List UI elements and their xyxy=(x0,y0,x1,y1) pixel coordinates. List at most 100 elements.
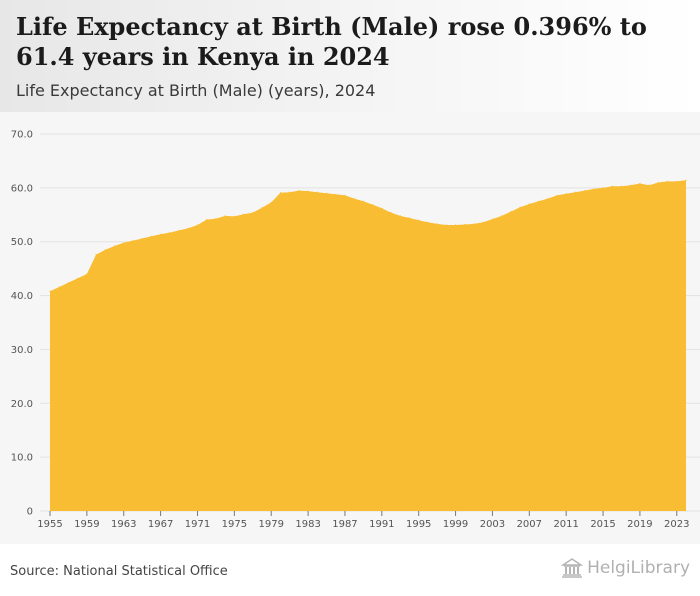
data-point xyxy=(454,224,457,226)
data-point xyxy=(86,273,88,275)
data-point xyxy=(445,224,447,226)
data-point xyxy=(252,212,254,214)
x-tick-label: 2007 xyxy=(517,519,542,530)
data-point xyxy=(565,193,567,195)
data-point xyxy=(325,192,328,194)
data-point xyxy=(261,207,263,209)
data-point xyxy=(547,198,549,200)
data-point xyxy=(372,203,374,206)
data-point xyxy=(344,194,346,196)
data-point xyxy=(77,277,79,279)
x-tick-label: 1971 xyxy=(185,519,210,530)
data-point xyxy=(666,180,669,182)
x-tick-label: 1967 xyxy=(148,519,173,530)
area-series xyxy=(50,180,686,512)
data-point xyxy=(132,240,134,242)
data-point xyxy=(685,179,687,181)
x-tick-label: 1955 xyxy=(37,519,62,530)
data-point xyxy=(362,200,364,202)
chart-subtitle: Life Expectancy at Birth (Male) (years),… xyxy=(16,81,376,100)
x-tick-label: 1959 xyxy=(74,519,99,530)
data-point xyxy=(353,198,355,200)
data-point xyxy=(473,223,475,225)
data-point xyxy=(648,184,650,186)
data-point xyxy=(418,219,420,221)
data-point xyxy=(233,215,235,218)
x-tick-label: 1991 xyxy=(369,519,394,530)
x-axis-ticks: 1955 1959 1963 1967 1971 1975 1979 1983 1987 1991… xyxy=(37,179,690,530)
x-tick-label: 1979 xyxy=(258,519,283,530)
data-point xyxy=(574,191,576,193)
data-point xyxy=(408,217,411,219)
data-point xyxy=(279,192,282,194)
data-point xyxy=(169,231,171,234)
x-tick-label: 1999 xyxy=(443,519,468,530)
y-tick-label: 30.0 xyxy=(11,345,33,356)
data-point xyxy=(49,290,51,292)
y-tick-label: 0 xyxy=(27,507,33,518)
x-tick-label: 1975 xyxy=(222,519,247,530)
data-point xyxy=(224,215,226,217)
logo-text: HelgiLibrary xyxy=(587,558,690,578)
data-point xyxy=(316,191,318,193)
data-point xyxy=(95,254,97,256)
source-note: Source: National Statistical Office xyxy=(10,564,228,579)
data-point xyxy=(620,185,623,187)
data-point xyxy=(178,229,180,232)
data-point xyxy=(289,191,291,193)
data-point xyxy=(501,215,503,217)
data-point xyxy=(67,282,70,284)
data-point xyxy=(381,207,383,209)
data-point xyxy=(298,189,300,192)
data-point xyxy=(593,188,595,190)
x-tick-label: 1963 xyxy=(111,519,136,530)
x-tick-label: 2003 xyxy=(480,519,505,530)
data-point xyxy=(242,213,245,215)
data-point xyxy=(160,233,162,235)
data-point xyxy=(150,235,152,237)
x-tick-label: 1987 xyxy=(332,519,357,530)
area-chart: 010.020.030.040.050.060.070.0 1955 1959 19… xyxy=(11,130,700,530)
x-tick-label: 2011 xyxy=(553,519,578,530)
chart-title: Life Expectancy at Birth (Male) rose 0.3… xyxy=(16,12,647,71)
data-point xyxy=(519,206,521,208)
data-point xyxy=(639,182,641,185)
data-point xyxy=(187,227,189,229)
helgi-library-logo[interactable]: HelgiLibrary xyxy=(561,558,690,578)
data-point xyxy=(206,219,208,221)
data-point xyxy=(307,190,309,192)
data-point xyxy=(528,203,530,205)
x-tick-label: 2015 xyxy=(590,519,615,530)
data-point xyxy=(602,187,604,189)
data-point xyxy=(584,189,586,192)
data-point xyxy=(399,215,401,217)
y-tick-label: 60.0 xyxy=(11,183,33,194)
data-point xyxy=(215,217,217,220)
data-point xyxy=(427,221,429,223)
footer: Source: National Statistical Office Helg… xyxy=(0,544,700,596)
data-point xyxy=(436,223,438,225)
data-point xyxy=(556,194,558,196)
data-point xyxy=(630,184,632,186)
data-point xyxy=(196,224,199,226)
data-point xyxy=(335,193,337,195)
data-point xyxy=(482,221,484,223)
x-tick-label: 1995 xyxy=(406,519,431,530)
data-point xyxy=(510,210,512,213)
data-point xyxy=(537,200,540,202)
data-point xyxy=(141,237,143,240)
header: Life Expectancy at Birth (Male) rose 0.3… xyxy=(0,0,700,112)
x-tick-label: 1983 xyxy=(295,519,320,530)
y-tick-label: 50.0 xyxy=(11,237,33,248)
y-tick-label: 20.0 xyxy=(11,399,33,410)
data-point xyxy=(491,218,494,220)
y-axis-ticks: 0 10.0 20.0 30.0 40.0 50.0 60.0 70.0 xyxy=(11,130,33,518)
y-tick-label: 70.0 xyxy=(11,130,33,141)
data-point xyxy=(123,242,125,244)
data-point xyxy=(676,180,678,182)
data-point xyxy=(464,223,466,226)
data-point xyxy=(611,185,613,187)
data-point xyxy=(270,201,272,203)
x-tick-label: 2023 xyxy=(664,519,689,530)
library-building-icon xyxy=(561,558,584,578)
